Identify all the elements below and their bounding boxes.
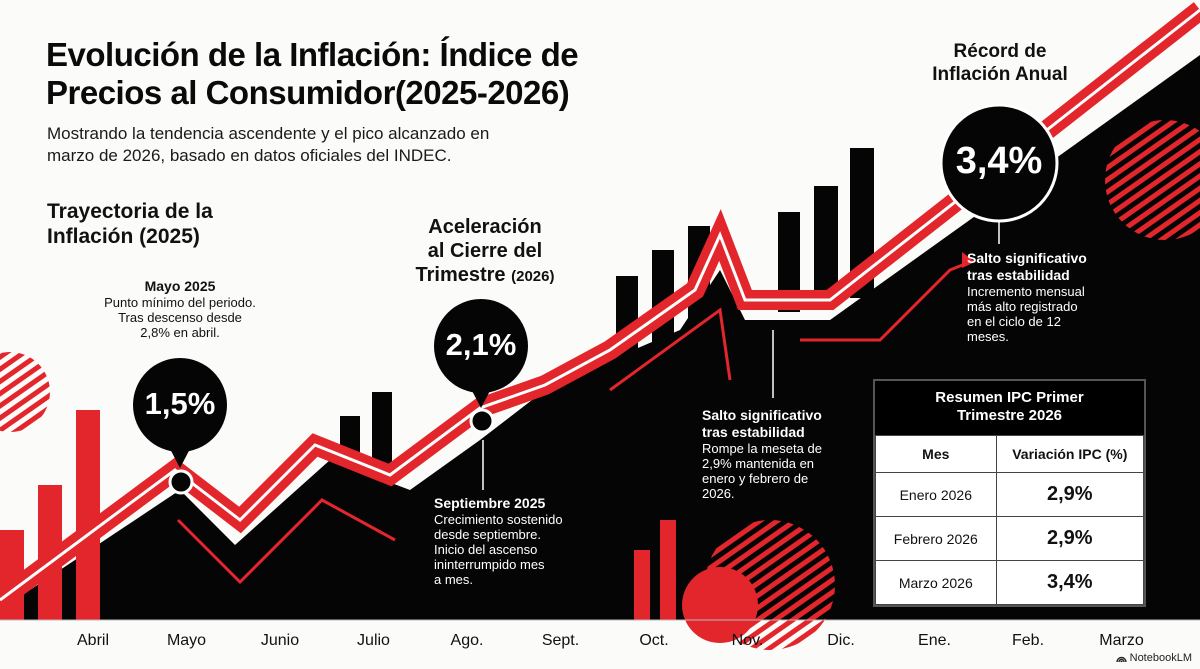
x-tick-label: Dic. — [827, 632, 855, 649]
bubble-september-value: 2,1% — [445, 327, 517, 362]
trajectory-line-1: Trayectoria de la — [47, 200, 213, 223]
table-cell-value: 3,4% — [995, 560, 1145, 605]
annotation-jump-line: 2,9% mantenida en — [702, 456, 815, 471]
section-record-title: Récord de Inflación Anual — [915, 40, 1085, 86]
notebooklm-logo-icon — [1115, 656, 1127, 663]
annotation-record: Salto significativo tras estabilidad Inc… — [967, 250, 1137, 344]
annotation-jump-heading: tras estabilidad — [702, 424, 805, 440]
bar-red-4 — [634, 550, 650, 620]
annotation-may: Mayo 2025 Punto mínimo del periodo. Tras… — [70, 278, 290, 340]
annotation-jump-heading: Salto significativo — [702, 407, 822, 423]
annotation-may-line: 2,8% en abril. — [140, 325, 220, 340]
annotation-jump-line: Rompe la meseta de — [702, 441, 822, 456]
striped-circle-right — [1105, 120, 1200, 240]
annotation-jump-line: enero y febrero de — [702, 471, 809, 486]
annotation-september-line: Inicio del ascenso — [434, 542, 538, 557]
annotation-may-line: Tras descenso desde — [118, 310, 242, 325]
acceleration-line-2: al Cierre del — [427, 240, 543, 262]
bar-black-6 — [778, 212, 800, 312]
table-row: Enero 2026 2,9% — [875, 472, 1145, 517]
x-tick-label: Ene. — [918, 632, 951, 649]
acceleration-line-3: Trimestre — [415, 264, 506, 286]
striped-circle-left — [0, 352, 50, 432]
page-title: Evolución de la Inflación: Índice de Pre… — [46, 36, 579, 112]
bubble-march-value: 3,4% — [955, 140, 1043, 182]
record-line-1: Récord de — [953, 41, 1047, 62]
table-cell-month: Marzo 2026 — [875, 560, 997, 605]
table-cell-value: 2,9% — [995, 516, 1145, 561]
annotation-may-line: Punto mínimo del periodo. — [104, 295, 256, 310]
acceleration-year: (2026) — [511, 268, 555, 285]
summary-title-line-1: Resumen IPC Primer — [935, 389, 1084, 406]
subtitle-line-1: Mostrando la tendencia ascendente y el p… — [47, 124, 490, 143]
trend-line-thin-3 — [800, 260, 971, 342]
annotation-jump-line: 2026. — [702, 486, 735, 501]
x-tick-label: Nov. — [731, 632, 764, 649]
summary-table-title: Resumen IPC Primer Trimestre 2026 — [875, 381, 1144, 435]
summary-table-grid: Mes Variación IPC (%) Enero 2026 2,9% Fe… — [875, 435, 1145, 605]
annotation-september-line: ininterrumpido mes — [434, 557, 545, 572]
brand-watermark: NotebookLM — [1115, 652, 1192, 664]
trajectory-line-2: Inflación (2025) — [47, 225, 200, 248]
x-tick-label: Oct. — [639, 632, 669, 649]
annotation-september-heading: Septiembre 2025 — [434, 495, 546, 511]
brand-label: NotebookLM — [1129, 652, 1192, 664]
trend-line-white — [0, 8, 1200, 602]
bubble-may-value: 1,5% — [144, 386, 216, 421]
annotation-september-line: Crecimiento sostenido — [434, 512, 563, 527]
title-line-2: Precios al Consumidor(2025-2026) — [46, 74, 570, 111]
trend-line-thin-2 — [609, 307, 732, 392]
x-tick-label: Abril — [76, 632, 110, 649]
section-acceleration-title: Aceleración al Cierre del Trimestre (202… — [390, 215, 580, 289]
annotation-september: Septiembre 2025 Crecimiento sostenido de… — [434, 495, 604, 587]
annotation-record-line: Incremento mensual — [967, 284, 1085, 299]
x-axis-months: Abril Mayo Junio Julio Ago. Sept. Oct. Nov. Dic.… — [0, 628, 1200, 658]
bubble-september — [434, 299, 528, 434]
annotation-september-line: a mes. — [434, 572, 474, 587]
bar-red-5 — [660, 520, 676, 620]
table-cell-value: 2,9% — [995, 472, 1145, 517]
table-row: Marzo 2026 3,4% — [875, 560, 1145, 605]
solid-circle-bottom — [682, 567, 758, 643]
subtitle-line-2: marzo de 2026, basado en datos oficiales… — [47, 146, 452, 165]
annotation-record-heading: Salto significativo — [967, 250, 1087, 266]
table-cell-month: Febrero 2026 — [875, 516, 997, 561]
title-line-1: Evolución de la Inflación: Índice de — [46, 36, 579, 73]
bubble-may — [133, 358, 227, 495]
x-tick-label: Feb. — [1011, 632, 1045, 649]
x-tick-label: Mayo — [166, 632, 207, 649]
x-tick-label: Sept. — [541, 632, 580, 649]
annotation-record-line: en el ciclo de 12 — [967, 314, 1061, 329]
annotation-record-heading: tras estabilidad — [967, 267, 1070, 283]
column-header-month: Mes — [875, 435, 997, 473]
annotation-record-line: más alto registrado — [967, 299, 1078, 314]
table-row: Febrero 2026 2,9% — [875, 516, 1145, 561]
x-tick-label: Junio — [260, 632, 300, 649]
x-tick-label: Ago. — [450, 632, 484, 649]
table-cell-month: Enero 2026 — [875, 472, 997, 517]
record-line-2: Inflación Anual — [932, 64, 1068, 85]
summary-table: Resumen IPC Primer Trimestre 2026 Mes Va… — [873, 379, 1146, 607]
x-tick-label: Julio — [357, 632, 390, 649]
annotation-may-heading: Mayo 2025 — [144, 278, 216, 294]
annotation-september-line: desde septiembre. — [434, 527, 541, 542]
x-tick-label: Marzo — [1099, 632, 1144, 649]
annotation-record-line: meses. — [967, 329, 1009, 344]
acceleration-line-1: Aceleración — [428, 216, 542, 238]
arrow-head — [962, 252, 975, 268]
page-subtitle: Mostrando la tendencia ascendente y el p… — [47, 123, 489, 167]
trend-line-thin-1 — [176, 498, 396, 585]
annotation-jump: Salto significativo tras estabilidad Rom… — [702, 407, 872, 501]
bar-red-3 — [76, 410, 100, 620]
table-header-row: Mes Variación IPC (%) — [875, 435, 1145, 473]
summary-title-line-2: Trimestre 2026 — [956, 407, 1063, 424]
section-trajectory-title: Trayectoria de la Inflación (2025) — [47, 199, 213, 249]
column-header-variation: Variación IPC (%) — [995, 435, 1145, 473]
bubble-march — [939, 103, 1059, 223]
